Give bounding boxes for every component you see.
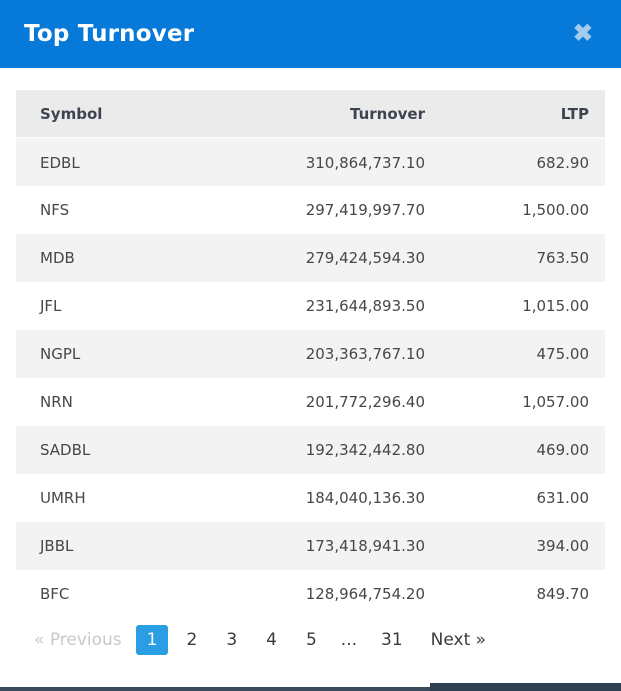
next-arrow-icon: »: [475, 630, 487, 650]
underlying-page-content: [430, 683, 621, 691]
table-row[interactable]: BFC 128,964,754.20 849.70: [16, 570, 605, 618]
ltp-cell: 394.00: [441, 522, 605, 570]
ltp-cell: 763.50: [441, 234, 605, 282]
pagination-page-5[interactable]: 5: [305, 630, 317, 650]
ltp-cell: 469.00: [441, 426, 605, 474]
symbol-cell: EDBL: [16, 138, 196, 186]
turnover-cell: 173,418,941.30: [196, 522, 441, 570]
table-header: Symbol Turnover LTP: [16, 90, 605, 139]
table-row[interactable]: NFS 297,419,997.70 1,500.00: [16, 186, 605, 234]
modal-header: Top Turnover ✖: [0, 0, 621, 68]
pagination-page-1[interactable]: 1: [135, 625, 169, 655]
symbol-cell: MDB: [16, 234, 196, 282]
underlying-page-edge: [0, 687, 621, 691]
turnover-cell: 192,342,442.80: [196, 426, 441, 474]
turnover-cell: 297,419,997.70: [196, 186, 441, 234]
turnover-cell: 128,964,754.20: [196, 570, 441, 618]
ltp-cell: 1,015.00: [441, 282, 605, 330]
ltp-cell: 849.70: [441, 570, 605, 618]
next-label: Next: [430, 630, 471, 650]
table-row[interactable]: MDB 279,424,594.30 763.50: [16, 234, 605, 282]
ltp-cell: 682.90: [441, 138, 605, 186]
ltp-cell: 1,057.00: [441, 378, 605, 426]
previous-arrow-icon: «: [34, 630, 45, 650]
turnover-table: Symbol Turnover LTP EDBL 310,864,737.10 …: [16, 90, 605, 618]
turnover-cell: 184,040,136.30: [196, 474, 441, 522]
table-row[interactable]: JFL 231,644,893.50 1,015.00: [16, 282, 605, 330]
ltp-cell: 631.00: [441, 474, 605, 522]
pagination-pages: 1 2 3 4 5... 31: [135, 625, 421, 655]
pagination-page-4[interactable]: 4: [266, 630, 277, 650]
symbol-cell: JBBL: [16, 522, 196, 570]
next-button[interactable]: Next »: [421, 625, 496, 655]
column-header-turnover: Turnover: [196, 90, 441, 139]
table-row[interactable]: EDBL 310,864,737.10 682.90: [16, 138, 605, 186]
table-row[interactable]: NGPL 203,363,767.10 475.00: [16, 330, 605, 378]
pagination-ellipsis: ...: [340, 630, 358, 650]
ltp-cell: 1,500.00: [441, 186, 605, 234]
previous-label: Previous: [49, 630, 122, 650]
pagination: « Previous 1 2 3 4 5... 31 Next »: [24, 625, 605, 655]
turnover-cell: 279,424,594.30: [196, 234, 441, 282]
previous-button[interactable]: « Previous: [24, 625, 132, 655]
pagination-page-3[interactable]: 3: [226, 630, 238, 650]
table-row[interactable]: SADBL 192,342,442.80 469.00: [16, 426, 605, 474]
table-row[interactable]: JBBL 173,418,941.30 394.00: [16, 522, 605, 570]
symbol-cell: JFL: [16, 282, 196, 330]
turnover-cell: 310,864,737.10: [196, 138, 441, 186]
page-title: Top Turnover: [24, 21, 195, 47]
column-header-ltp: LTP: [441, 90, 605, 139]
symbol-cell: UMRH: [16, 474, 196, 522]
pagination-page-31[interactable]: 31: [381, 630, 403, 650]
close-icon[interactable]: ✖: [569, 20, 597, 48]
turnover-cell: 231,644,893.50: [196, 282, 441, 330]
symbol-cell: NFS: [16, 186, 196, 234]
symbol-cell: BFC: [16, 570, 196, 618]
table-row[interactable]: UMRH 184,040,136.30 631.00: [16, 474, 605, 522]
symbol-cell: NGPL: [16, 330, 196, 378]
table-row[interactable]: NRN 201,772,296.40 1,057.00: [16, 378, 605, 426]
pagination-page-2[interactable]: 2: [186, 630, 198, 650]
column-header-symbol: Symbol: [16, 90, 196, 139]
turnover-cell: 201,772,296.40: [196, 378, 441, 426]
ltp-cell: 475.00: [441, 330, 605, 378]
symbol-cell: NRN: [16, 378, 196, 426]
turnover-cell: 203,363,767.10: [196, 330, 441, 378]
modal-body: Symbol Turnover LTP EDBL 310,864,737.10 …: [0, 68, 621, 655]
symbol-cell: SADBL: [16, 426, 196, 474]
turnover-table-body: EDBL 310,864,737.10 682.90 NFS 297,419,9…: [16, 138, 605, 618]
